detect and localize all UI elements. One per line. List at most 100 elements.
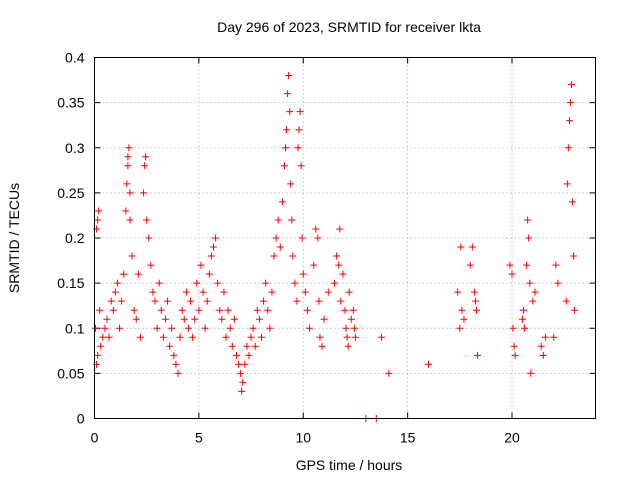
data-point xyxy=(155,279,163,287)
data-point xyxy=(268,288,276,296)
data-point xyxy=(539,351,547,359)
data-point xyxy=(260,297,268,305)
data-point xyxy=(272,234,280,242)
data-point xyxy=(286,108,294,116)
data-point xyxy=(168,324,176,332)
data-point xyxy=(506,261,514,269)
data-point xyxy=(159,333,167,341)
data-point xyxy=(237,369,245,377)
data-point xyxy=(470,288,478,296)
data-point xyxy=(344,342,352,350)
data-point xyxy=(342,324,350,332)
data-point xyxy=(569,198,577,206)
data-point xyxy=(226,324,234,332)
data-point xyxy=(567,81,575,89)
data-point xyxy=(294,144,302,152)
data-point xyxy=(92,324,100,332)
data-point xyxy=(141,162,149,170)
data-point xyxy=(238,387,246,395)
data-point xyxy=(351,333,359,341)
data-point xyxy=(249,324,257,332)
data-point xyxy=(550,333,558,341)
y-tick-label: 0.4 xyxy=(65,50,85,66)
data-point xyxy=(109,306,117,314)
data-point xyxy=(94,216,102,224)
data-point xyxy=(247,333,255,341)
data-point xyxy=(122,207,130,215)
data-point xyxy=(314,234,322,242)
data-point xyxy=(331,279,339,287)
data-point xyxy=(120,270,128,278)
data-point xyxy=(293,297,301,305)
data-point xyxy=(521,324,529,332)
y-tick-label: 0 xyxy=(77,411,85,427)
data-point xyxy=(214,279,222,287)
x-tick-label: 0 xyxy=(91,430,99,446)
data-point xyxy=(220,288,228,296)
data-point xyxy=(289,252,297,260)
data-point xyxy=(170,351,178,359)
y-tick-label: 0.25 xyxy=(57,185,84,201)
data-point xyxy=(301,288,309,296)
data-point xyxy=(466,261,474,269)
data-point xyxy=(216,306,224,314)
data-point xyxy=(235,360,243,368)
data-point xyxy=(180,315,188,323)
data-point xyxy=(224,306,232,314)
data-point xyxy=(280,162,288,170)
data-point xyxy=(94,351,102,359)
data-point xyxy=(285,72,293,80)
data-point xyxy=(164,297,172,305)
data-point xyxy=(187,297,195,305)
data-point xyxy=(126,216,134,224)
data-point xyxy=(278,198,286,206)
data-point xyxy=(241,360,249,368)
data-point xyxy=(518,315,526,323)
data-point xyxy=(336,225,344,233)
data-point xyxy=(107,297,115,305)
x-tick-label: 15 xyxy=(400,430,416,446)
data-point xyxy=(255,315,263,323)
data-point xyxy=(203,297,211,305)
data-point xyxy=(529,297,537,305)
data-point xyxy=(458,306,466,314)
data-point xyxy=(212,234,220,242)
y-tick-label: 0.3 xyxy=(65,140,85,156)
data-point xyxy=(570,252,578,260)
data-point xyxy=(207,252,215,260)
data-point xyxy=(563,180,571,188)
data-point xyxy=(571,306,579,314)
data-point xyxy=(299,270,307,278)
data-point xyxy=(143,216,151,224)
y-tick-label: 0.15 xyxy=(57,275,84,291)
x-axis-label: GPS time / hours xyxy=(296,457,403,473)
data-point xyxy=(276,243,284,251)
data-point xyxy=(264,306,272,314)
data-point xyxy=(315,297,323,305)
y-tick-label: 0.05 xyxy=(57,365,84,381)
data-point xyxy=(310,261,318,269)
data-point xyxy=(145,234,153,242)
data-point xyxy=(284,90,292,98)
data-point xyxy=(126,189,134,197)
data-point xyxy=(136,333,144,341)
data-point xyxy=(562,297,570,305)
data-point xyxy=(349,306,357,314)
data-point xyxy=(537,342,545,350)
data-point xyxy=(96,306,104,314)
data-point xyxy=(566,99,574,107)
data-point xyxy=(178,306,186,314)
data-point xyxy=(232,351,240,359)
data-point xyxy=(303,306,311,314)
x-tick-label: 5 xyxy=(195,430,203,446)
data-point xyxy=(457,243,465,251)
data-point xyxy=(524,216,532,224)
data-point xyxy=(251,342,259,350)
data-point xyxy=(266,324,274,332)
data-point xyxy=(253,306,261,314)
x-tick-label: 10 xyxy=(295,430,311,446)
data-point xyxy=(132,315,140,323)
data-point xyxy=(510,342,518,350)
data-point xyxy=(197,261,205,269)
